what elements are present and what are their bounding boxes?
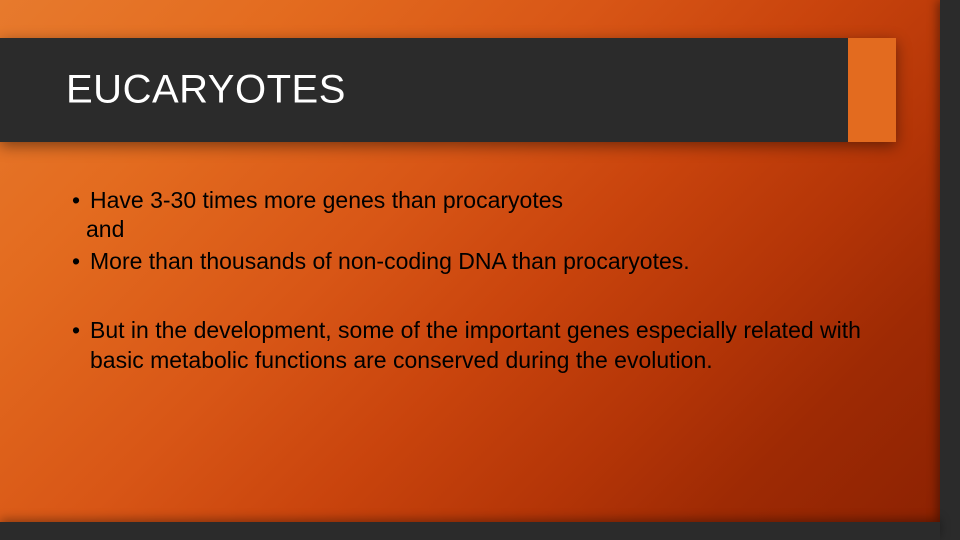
bullet-text: But in the development, some of the impo… <box>90 316 888 375</box>
bullet-text: Have 3-30 times more genes than procaryo… <box>90 186 888 215</box>
slide: EUCARYOTES • Have 3-30 times more genes … <box>0 0 960 540</box>
bullet-icon: • <box>72 247 90 276</box>
bottom-edge-bar <box>0 522 940 540</box>
right-edge-bar <box>940 0 960 540</box>
bullet-icon: • <box>72 316 90 345</box>
slide-title: EUCARYOTES <box>66 68 346 113</box>
bullet-item: • But in the development, some of the im… <box>72 316 888 375</box>
bullet-icon: • <box>72 186 90 215</box>
bullet-item: • Have 3-30 times more genes than procar… <box>72 186 888 215</box>
title-bar-accent <box>848 38 896 142</box>
title-bar: EUCARYOTES <box>0 38 896 142</box>
content-area: • Have 3-30 times more genes than procar… <box>72 186 888 375</box>
bullet-text: More than thousands of non-coding DNA th… <box>90 247 888 276</box>
bullet-item: • More than thousands of non-coding DNA … <box>72 247 888 276</box>
bullet-continuation: and <box>86 215 888 244</box>
